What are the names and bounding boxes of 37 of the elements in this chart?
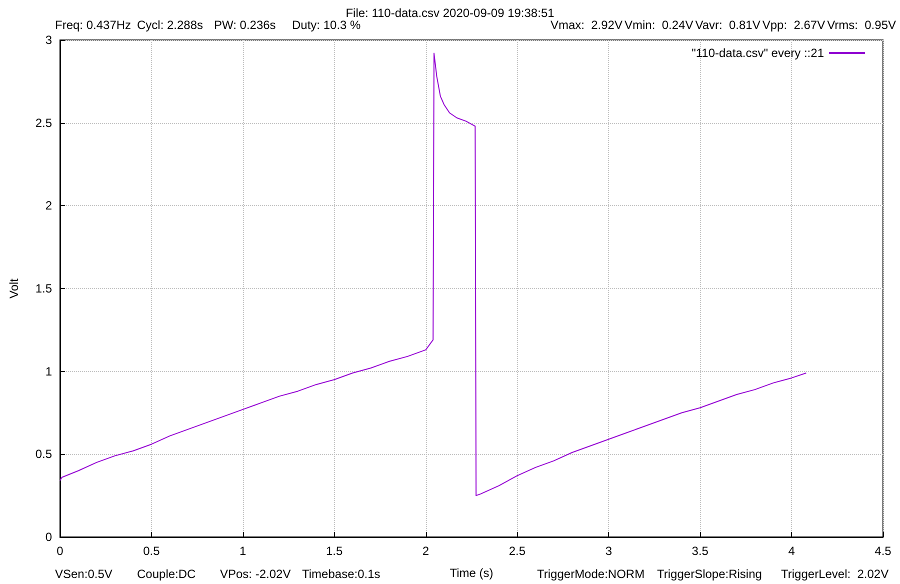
x-axis-title: Time (s) <box>450 566 494 580</box>
x-tick-label: 1 <box>240 544 247 558</box>
y-tick-label: 2 <box>45 198 52 213</box>
text: TriggerSlope:Rising <box>657 567 762 581</box>
text: PW: 0.236s <box>214 18 276 32</box>
x-tick-label: 0.5 <box>143 544 160 558</box>
text: Vavr: 0.81V <box>695 18 760 32</box>
text: TriggerLevel: 2.02V <box>781 567 889 581</box>
y-tick-label: 2.5 <box>35 116 52 130</box>
text: Duty: 10.3 % <box>292 18 361 32</box>
x-tick-label: 4 <box>788 544 796 558</box>
legend-label: "110-data.csv" every ::21 <box>692 46 824 60</box>
y-tick-label: 0 <box>45 530 52 544</box>
x-tick-label: 2 <box>422 544 430 558</box>
y-axis-title: Volt <box>7 278 21 299</box>
text: TriggerMode:NORM <box>537 567 645 581</box>
y-tick-label: 3 <box>45 33 52 47</box>
x-tick-label: 1.5 <box>326 544 343 558</box>
text: Cycl: 2.288s <box>137 18 204 32</box>
text: Timebase:0.1s <box>302 567 380 581</box>
text: Freq: 0.437Hz <box>55 18 132 32</box>
x-tick-label: 2.5 <box>508 544 526 558</box>
y-tick-label: 1 <box>45 364 52 378</box>
text: Vmin: 0.24V <box>624 18 694 32</box>
x-tick-label: 0 <box>56 544 64 558</box>
x-tick-label: 4.5 <box>874 544 892 558</box>
chart-title: File: 110-data.csv 2020-09-09 19:38:51 <box>346 6 555 20</box>
text: Vrms: 0.95V <box>827 18 896 32</box>
x-tick-label: 3.5 <box>692 544 709 558</box>
x-tick-label: 3 <box>605 544 612 558</box>
y-tick-label: 1.5 <box>35 282 52 296</box>
text: Couple:DC <box>137 567 196 581</box>
text: Vpp: 2.67V <box>762 18 826 32</box>
text: VPos: -2.02V <box>220 567 291 581</box>
text: VSen:0.5V <box>55 567 112 581</box>
y-tick-label: 0.5 <box>35 447 52 462</box>
text: Vmax: 2.92V <box>550 18 622 32</box>
